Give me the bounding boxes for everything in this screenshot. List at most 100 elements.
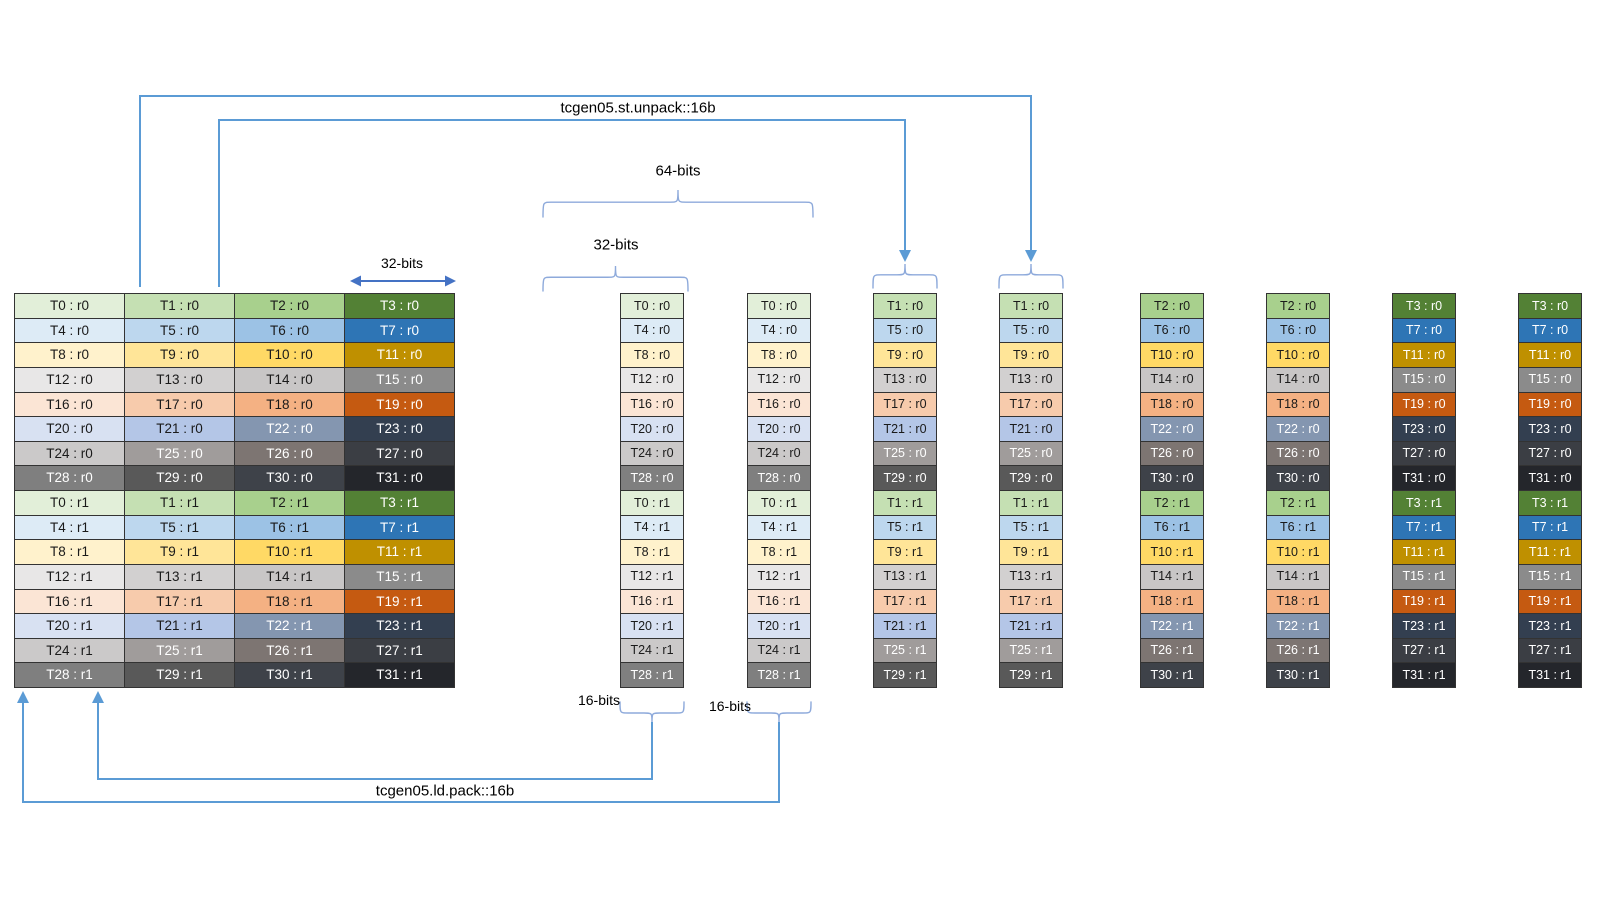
thread-cell: T18 : r1 bbox=[1141, 589, 1203, 614]
single-column-table-7: T3 : r0 T7 : r0 T11 : r0 T15 : r0 T19 : r0 T2… bbox=[1518, 293, 1582, 688]
thread-cell: T15 : r1 bbox=[1519, 564, 1581, 589]
thread-cell: T3 : r0 bbox=[345, 294, 454, 318]
thread-cell: T13 : r1 bbox=[1000, 564, 1062, 589]
table-row: T16 : r0 T17 : r0 T18 : r0 T19 : r0 bbox=[15, 392, 454, 417]
thread-cell: T1 : r0 bbox=[125, 294, 234, 318]
table-row: T0 : r1 T1 : r1 T2 : r1 T3 : r1 bbox=[15, 491, 454, 515]
thread-cell: T13 : r1 bbox=[125, 564, 234, 589]
thread-cell: T29 : r0 bbox=[125, 466, 234, 490]
thread-cell: T5 : r0 bbox=[125, 318, 234, 343]
thread-cell: T10 : r1 bbox=[1267, 540, 1329, 564]
thread-cell: T12 : r1 bbox=[15, 564, 124, 589]
thread-cell: T22 : r0 bbox=[235, 417, 344, 441]
thread-cell: T30 : r0 bbox=[235, 466, 344, 490]
thread-cell: T20 : r0 bbox=[621, 417, 683, 441]
main-thread-register-table: T0 : r0 T1 : r0 T2 : r0 T3 : r0 T4 : r0 T5 : … bbox=[14, 293, 455, 688]
thread-cell: T1 : r1 bbox=[125, 491, 234, 515]
bits-32-double-arrow-left-head bbox=[350, 275, 361, 287]
thread-cell: T23 : r0 bbox=[1393, 417, 1455, 441]
thread-cell: T30 : r1 bbox=[1267, 663, 1329, 687]
thread-cell: T21 : r1 bbox=[874, 614, 936, 638]
thread-cell: T6 : r0 bbox=[1267, 318, 1329, 343]
thread-cell: T16 : r1 bbox=[15, 589, 124, 614]
thread-cell: T24 : r1 bbox=[15, 638, 124, 663]
thread-cell: T8 : r1 bbox=[15, 540, 124, 564]
thread-cell: T23 : r1 bbox=[1393, 614, 1455, 638]
thread-cell: T23 : r1 bbox=[345, 614, 454, 638]
thread-cell: T12 : r0 bbox=[748, 367, 810, 392]
single-column-table-3: T1 : r0 T5 : r0 T9 : r0 T13 : r0 T17 : r0 T21… bbox=[999, 293, 1063, 688]
thread-cell: T28 : r1 bbox=[748, 663, 810, 687]
thread-cell: T5 : r0 bbox=[874, 318, 936, 343]
thread-cell: T4 : r0 bbox=[15, 318, 124, 343]
single-column-table-5: T2 : r0 T6 : r0 T10 : r0 T14 : r0 T18 : r0 T2… bbox=[1266, 293, 1330, 688]
thread-cell: T27 : r1 bbox=[1393, 638, 1455, 663]
thread-cell: T13 : r0 bbox=[125, 367, 234, 392]
thread-cell: T9 : r0 bbox=[874, 343, 936, 367]
unpack-target-brace-1 bbox=[872, 263, 938, 289]
thread-cell: T21 : r0 bbox=[1000, 417, 1062, 441]
table-row: T8 : r1 T9 : r1 T10 : r1 T11 : r1 bbox=[15, 540, 454, 564]
thread-cell: T17 : r1 bbox=[1000, 589, 1062, 614]
thread-cell: T30 : r0 bbox=[1267, 466, 1329, 490]
table-row: T20 : r0 T21 : r0 T22 : r0 T23 : r0 bbox=[15, 417, 454, 441]
thread-cell: T19 : r0 bbox=[1393, 392, 1455, 417]
ld-pack-arrowhead-outer bbox=[17, 691, 29, 703]
thread-cell: T3 : r0 bbox=[1519, 294, 1581, 318]
thread-cell: T2 : r0 bbox=[1267, 294, 1329, 318]
thread-cell: T14 : r0 bbox=[235, 367, 344, 392]
thread-cell: T6 : r0 bbox=[1141, 318, 1203, 343]
thread-cell: T30 : r1 bbox=[1141, 663, 1203, 687]
thread-cell: T22 : r1 bbox=[235, 614, 344, 638]
thread-cell: T3 : r1 bbox=[1519, 491, 1581, 515]
thread-cell: T29 : r0 bbox=[874, 466, 936, 490]
thread-cell: T29 : r1 bbox=[125, 663, 234, 687]
thread-cell: T0 : r1 bbox=[15, 491, 124, 515]
st-unpack-path-inner bbox=[218, 119, 906, 287]
table-row: T24 : r0 T25 : r0 T26 : r0 T27 : r0 bbox=[15, 441, 454, 466]
thread-cell: T26 : r0 bbox=[235, 441, 344, 466]
thread-cell: T26 : r0 bbox=[1141, 441, 1203, 466]
thread-cell: T24 : r0 bbox=[748, 441, 810, 466]
thread-cell: T25 : r1 bbox=[125, 638, 234, 663]
thread-cell: T0 : r0 bbox=[748, 294, 810, 318]
thread-cell: T12 : r0 bbox=[621, 367, 683, 392]
table-row: T4 : r1 T5 : r1 T6 : r1 T7 : r1 bbox=[15, 515, 454, 540]
thread-cell: T9 : r0 bbox=[125, 343, 234, 367]
bits-32-brace bbox=[542, 265, 689, 292]
table-row: T28 : r1 T29 : r1 T30 : r1 T31 : r1 bbox=[15, 663, 454, 687]
thread-cell: T26 : r1 bbox=[1267, 638, 1329, 663]
thread-cell: T0 : r1 bbox=[621, 491, 683, 515]
thread-cell: T27 : r1 bbox=[345, 638, 454, 663]
st-unpack-label: tcgen05.st.unpack::16b bbox=[560, 99, 716, 117]
thread-cell: T24 : r0 bbox=[621, 441, 683, 466]
thread-cell: T11 : r1 bbox=[1519, 540, 1581, 564]
thread-cell: T25 : r1 bbox=[874, 638, 936, 663]
thread-cell: T24 : r1 bbox=[621, 638, 683, 663]
bits-64-label: 64-bits bbox=[655, 162, 701, 180]
table-row: T8 : r0 T9 : r0 T10 : r0 T11 : r0 bbox=[15, 343, 454, 367]
thread-cell: T7 : r1 bbox=[1519, 515, 1581, 540]
thread-cell: T30 : r0 bbox=[1141, 466, 1203, 490]
thread-cell: T28 : r0 bbox=[15, 466, 124, 490]
thread-cell: T8 : r0 bbox=[15, 343, 124, 367]
thread-cell: T21 : r1 bbox=[1000, 614, 1062, 638]
thread-cell: T1 : r0 bbox=[1000, 294, 1062, 318]
thread-cell: T2 : r1 bbox=[1267, 491, 1329, 515]
thread-cell: T1 : r1 bbox=[874, 491, 936, 515]
thread-cell: T23 : r0 bbox=[345, 417, 454, 441]
thread-cell: T25 : r1 bbox=[1000, 638, 1062, 663]
thread-cell: T24 : r1 bbox=[748, 638, 810, 663]
thread-cell: T5 : r1 bbox=[1000, 515, 1062, 540]
thread-cell: T13 : r0 bbox=[1000, 367, 1062, 392]
thread-cell: T11 : r0 bbox=[1393, 343, 1455, 367]
thread-cell: T5 : r0 bbox=[1000, 318, 1062, 343]
thread-cell: T17 : r0 bbox=[1000, 392, 1062, 417]
ld-pack-path-inner bbox=[97, 703, 653, 780]
thread-cell: T11 : r0 bbox=[345, 343, 454, 367]
thread-cell: T22 : r1 bbox=[1267, 614, 1329, 638]
thread-cell: T29 : r0 bbox=[1000, 466, 1062, 490]
thread-cell: T13 : r1 bbox=[874, 564, 936, 589]
thread-cell: T21 : r0 bbox=[125, 417, 234, 441]
thread-cell: T10 : r1 bbox=[1141, 540, 1203, 564]
